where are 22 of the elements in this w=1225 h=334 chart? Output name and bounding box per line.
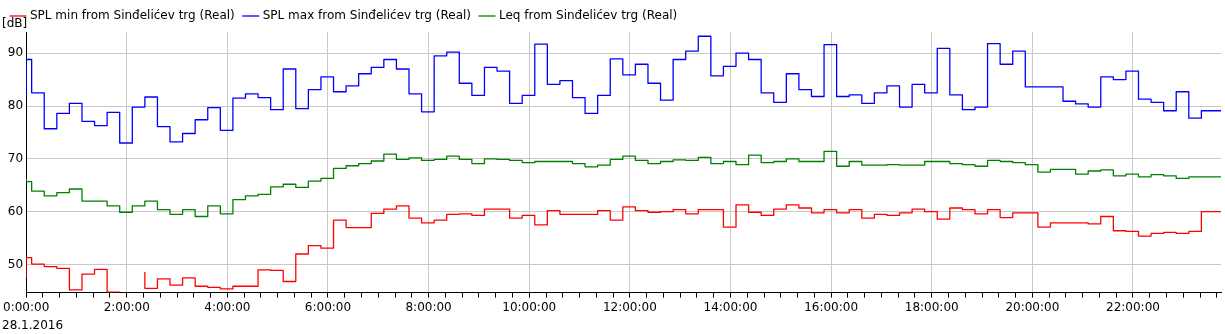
x-tick-label: 22:00:00 (1106, 299, 1160, 314)
x-tick-label: 2:00:00 (103, 299, 150, 314)
y-tick-label: 70 (7, 150, 24, 165)
x-tick-label: 20:00:00 (1005, 299, 1060, 314)
text: 28.1.2016 (2, 318, 64, 333)
legend-label: Leq from Sinđelićev trg (Real) (499, 8, 678, 23)
x-tick-label: 6:00:00 (304, 299, 352, 314)
x-tick-label: 10:00:00 (502, 299, 557, 314)
x-tick-label: 14:00:00 (703, 299, 758, 314)
x-tick-label: 16:00:00 (804, 299, 859, 314)
x-tick-label: 18:00:00 (904, 299, 959, 314)
y-tick-label: 90 (7, 45, 24, 60)
y-tick-label: 80 (7, 98, 24, 113)
x-tick-label: 12:00:00 (602, 299, 657, 314)
legend-label: SPL min from Sinđelićev trg (Real) (30, 8, 235, 23)
y-tick-label: 50 (7, 256, 24, 271)
x-tick-label: 8:00:00 (405, 299, 452, 314)
x-tick-label: 4:00:00 (204, 299, 251, 314)
legend-label: SPL max from Sinđelićev trg (Real) (262, 8, 472, 23)
y-tick-label: 60 (7, 203, 24, 218)
y-axis-title: [dB] (2, 16, 28, 31)
x-tick-label: 0:00:00 (3, 299, 50, 314)
